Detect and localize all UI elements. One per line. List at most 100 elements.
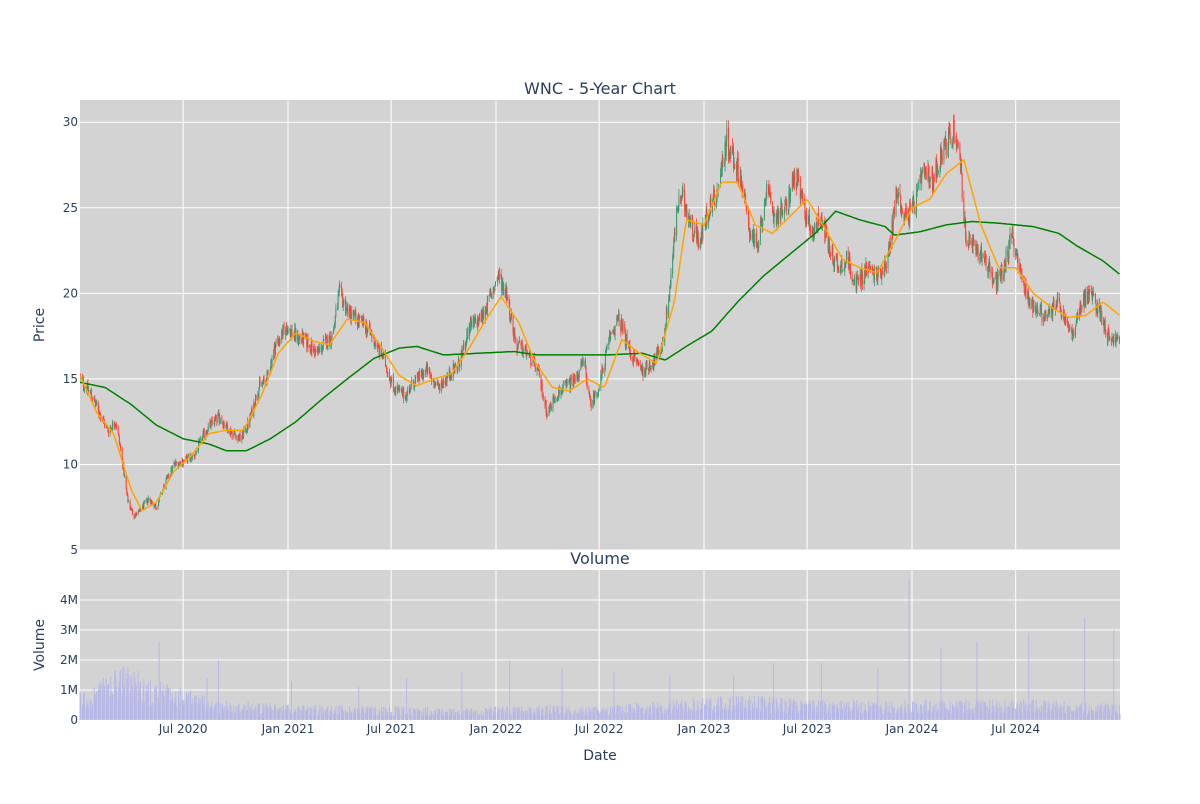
candle-down (666, 307, 668, 316)
candle-up (604, 352, 606, 367)
volume-bar (584, 714, 586, 720)
candle-up (868, 266, 870, 267)
candle-up (976, 247, 978, 254)
volume-bar (826, 713, 828, 720)
candle-down (117, 427, 119, 434)
candle-down (90, 391, 92, 397)
candle-up (677, 206, 679, 212)
volume-bar (988, 710, 990, 720)
volume-bar (1031, 699, 1033, 720)
candle-up (270, 361, 272, 370)
volume-bar (780, 698, 782, 720)
candle-down (904, 215, 906, 217)
volume-bar (279, 707, 281, 720)
volume-bar (472, 709, 474, 720)
volume-bar (150, 680, 152, 720)
candle-up (763, 202, 765, 219)
candle-down (118, 433, 120, 437)
volume-bar (861, 702, 863, 720)
candle-up (935, 159, 937, 179)
volume-bar (1111, 703, 1113, 720)
candle-down (714, 203, 716, 207)
candle-up (424, 369, 426, 374)
candle-up (725, 140, 727, 156)
candle-up (936, 165, 938, 176)
volume-bar (823, 701, 825, 720)
volume-bar (506, 706, 508, 720)
volume-bar (616, 707, 618, 720)
volume-bar (127, 667, 129, 720)
volume-bar (174, 697, 176, 720)
candle-down (740, 170, 742, 189)
candle-down (909, 202, 911, 207)
candle-up (494, 285, 496, 292)
volume-bar (207, 702, 209, 720)
volume-bar (211, 700, 213, 720)
volume-bar (127, 675, 129, 720)
candle-down (610, 332, 612, 334)
volume-bar (1084, 702, 1086, 720)
candle-down (501, 278, 503, 291)
volume-bar (466, 708, 468, 720)
candle-up (334, 323, 336, 326)
volume-bar (684, 700, 686, 720)
volume-bar (760, 696, 762, 720)
candle-down (1023, 280, 1025, 283)
candle-up (261, 382, 263, 384)
volume-bar (274, 704, 276, 720)
volume-bar (751, 702, 753, 720)
candle-down (435, 382, 437, 386)
candle-down (833, 264, 835, 268)
volume-bar (242, 713, 244, 720)
volume-bar (948, 713, 950, 720)
candle-down (1109, 336, 1111, 340)
volume-bar (561, 705, 563, 720)
volume-bar (237, 707, 239, 720)
candle-up (597, 394, 599, 396)
candle-down (741, 181, 743, 192)
candle-up (562, 382, 564, 388)
volume-bar (463, 714, 465, 720)
candle-up (239, 433, 241, 441)
candle-down (612, 332, 614, 334)
candle-up (233, 432, 235, 437)
candle-up (157, 505, 159, 510)
volume-bar (713, 706, 715, 720)
candle-up (247, 420, 249, 430)
candle-up (376, 342, 378, 347)
candle-down (402, 389, 404, 397)
candle-up (143, 502, 145, 509)
candle-up (1003, 275, 1005, 280)
volume-bar (482, 715, 484, 720)
volume-bar (944, 707, 946, 720)
volume-bar (981, 707, 983, 720)
candle-up (210, 421, 212, 427)
candle-up (561, 392, 563, 394)
volume-bar (657, 707, 659, 720)
volume-bar (843, 702, 845, 720)
volume-bar (767, 703, 769, 720)
candle-up (410, 383, 412, 390)
candle-down (493, 290, 495, 292)
volume-bar (480, 711, 482, 720)
volume-bar (166, 697, 168, 720)
volume-bar (305, 712, 307, 720)
volume-bar (157, 697, 159, 720)
candle-down (636, 357, 638, 364)
candle-down (459, 364, 461, 368)
volume-bar (1077, 707, 1079, 720)
candle-down (792, 177, 794, 187)
volume-bar (1059, 713, 1061, 720)
candle-down (231, 431, 233, 437)
candle-up (416, 373, 418, 378)
candle-down (553, 396, 555, 402)
volume-bar (1060, 712, 1062, 720)
volume-bar (434, 713, 436, 720)
candle-up (481, 311, 483, 322)
volume-bar (588, 711, 590, 720)
candle-down (900, 195, 902, 212)
volume-bar (888, 714, 890, 720)
candle-up (797, 174, 799, 183)
volume-bar (784, 699, 786, 720)
volume-bar (980, 712, 982, 720)
